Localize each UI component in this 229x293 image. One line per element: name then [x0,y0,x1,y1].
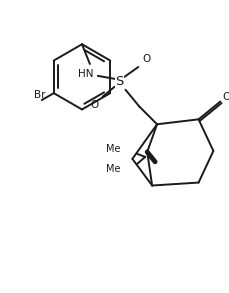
Text: HN: HN [78,69,93,79]
Text: O: O [142,54,150,64]
Text: Br: Br [34,90,45,100]
Text: O: O [221,92,229,102]
Text: Me: Me [106,164,120,174]
Text: O: O [90,100,98,110]
Text: S: S [115,75,123,88]
Text: Me: Me [106,144,120,154]
